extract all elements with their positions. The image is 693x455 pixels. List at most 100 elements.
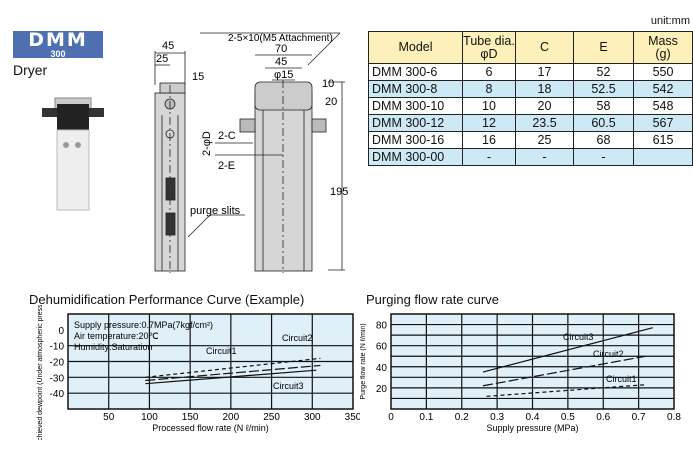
y-tick-label: -30 bbox=[50, 373, 65, 384]
x-tick-label: 50 bbox=[103, 412, 115, 423]
chart-annotation: Humidity:Saturation bbox=[74, 342, 153, 352]
table-cell: 567 bbox=[633, 114, 693, 132]
table-cell: 17 bbox=[515, 63, 574, 81]
table-cell: DMM 300-00 bbox=[368, 148, 463, 166]
series-label: Circuit3 bbox=[563, 332, 594, 342]
x-tick-label: 0.6 bbox=[596, 412, 610, 423]
x-tick-label: 200 bbox=[223, 412, 240, 423]
x-tick-label: 300 bbox=[304, 412, 321, 423]
x-axis-label: Processed flow rate (N ℓ/min) bbox=[152, 423, 268, 433]
table-cell: 60.5 bbox=[573, 114, 634, 132]
col-c: C bbox=[515, 31, 574, 64]
chart2-title: Purging flow rate curve bbox=[366, 292, 499, 307]
table-cell: - bbox=[515, 148, 574, 166]
y-tick-label: -20 bbox=[50, 358, 65, 369]
col-tube-dia: Tube dia. φD bbox=[462, 31, 516, 64]
series-label: Circuit2 bbox=[593, 349, 624, 359]
chart-annotation: Air temperature:20℃ bbox=[74, 331, 159, 341]
series-line bbox=[486, 384, 646, 397]
x-tick-label: 0.1 bbox=[419, 412, 433, 423]
x-tick-label: 350 bbox=[345, 412, 360, 423]
series-label: Circuit1 bbox=[606, 374, 637, 384]
table-cell: 52 bbox=[573, 63, 634, 81]
dim-e: 2-E bbox=[218, 160, 235, 172]
table-cell: - bbox=[462, 148, 516, 166]
table-cell: 68 bbox=[573, 131, 634, 149]
dim-10: 10 bbox=[322, 78, 334, 90]
table-cell: 23.5 bbox=[515, 114, 574, 132]
table-header-row: Model Tube dia. φD C E Mass (g) bbox=[368, 31, 693, 64]
y-axis-label: Purge flow rate (N ℓ/min) bbox=[360, 323, 367, 399]
y-tick-label: 80 bbox=[376, 321, 388, 332]
dim-front-inner: 45 bbox=[275, 56, 287, 68]
table-row: DMM 300-00- - - bbox=[368, 148, 693, 166]
table-cell: 18 bbox=[515, 80, 574, 98]
logo-sub: 300 bbox=[50, 49, 66, 59]
x-tick-label: 100 bbox=[141, 412, 158, 423]
table-cell: 550 bbox=[633, 63, 693, 81]
dewpoint-chart: 50 100 150 200 250 300 350 0 -10 -20 -30 -40 Circuit… bbox=[37, 305, 360, 440]
table-cell: 615 bbox=[633, 131, 693, 149]
y-tick-label: -10 bbox=[50, 342, 65, 353]
table-cell: DMM 300-16 bbox=[368, 131, 463, 149]
x-tick-label: 0.7 bbox=[632, 412, 646, 423]
x-tick-label: 0.8 bbox=[667, 412, 681, 423]
series-label: Circuit3 bbox=[273, 381, 304, 391]
product-photo bbox=[42, 97, 104, 211]
table-row: DMM 300-6 6 17 52 550 bbox=[368, 63, 693, 81]
x-tick-label: 0.3 bbox=[490, 412, 504, 423]
x-tick-label: 0.4 bbox=[526, 412, 540, 423]
dim-side-width: 45 bbox=[162, 40, 174, 52]
table-row: DMM 300-16 16 25 68 615 bbox=[368, 131, 693, 149]
table-row: DMM 300-8 8 18 52.5 542 bbox=[368, 80, 693, 98]
y-tick-label: 20 bbox=[376, 384, 388, 395]
product-name: Dryer bbox=[13, 62, 48, 78]
model-table: Model Tube dia. φD C E Mass (g) DMM 300-… bbox=[368, 31, 693, 166]
table-cell: 16 bbox=[462, 131, 516, 149]
table-cell: 12 bbox=[462, 114, 516, 132]
table-row: DMM 300-10 10 20 58 548 bbox=[368, 97, 693, 115]
series-label: Circuit2 bbox=[282, 333, 313, 343]
dim-side-height: 15 bbox=[192, 71, 204, 83]
purge-slits-label: purge slits bbox=[190, 205, 241, 217]
table-cell: DMM 300-12 bbox=[368, 114, 463, 132]
series-line bbox=[145, 364, 321, 382]
series-line bbox=[145, 357, 321, 378]
table-cell: 8 bbox=[462, 80, 516, 98]
chart1-title: Dehumidification Performance Curve (Exam… bbox=[29, 292, 305, 307]
col-mass: Mass (g) bbox=[633, 31, 693, 64]
dim-phi15: φ15 bbox=[274, 69, 293, 81]
y-tick-label: 60 bbox=[376, 342, 388, 353]
table-cell: 52.5 bbox=[573, 80, 634, 98]
dim-195: 195 bbox=[330, 186, 348, 198]
y-axis-label: Achieved dewpoint (Under atmospheric pre… bbox=[37, 305, 44, 440]
unit-label: unit:mm bbox=[650, 15, 690, 27]
table-cell: 548 bbox=[633, 97, 693, 115]
table-cell: 10 bbox=[462, 97, 516, 115]
x-tick-label: 0.2 bbox=[455, 412, 469, 423]
col-e: E bbox=[573, 31, 634, 64]
table-cell: 25 bbox=[515, 131, 574, 149]
y-tick-label: 0 bbox=[58, 326, 64, 337]
dim-side-offset: 25 bbox=[156, 53, 168, 65]
attachment-label: 2-5×10(M5 Attachment) bbox=[228, 33, 333, 44]
table-cell: 6 bbox=[462, 63, 516, 81]
table-cell: 542 bbox=[633, 80, 693, 98]
series-line bbox=[482, 327, 653, 373]
table-cell: - bbox=[573, 148, 634, 166]
y-tick-label: 40 bbox=[376, 363, 388, 374]
series-line bbox=[482, 355, 646, 387]
chart-annotation: Supply pressure:0.7MPa(7kgf/cm²) bbox=[74, 320, 213, 330]
dim-tube-dia: 2-φD bbox=[201, 131, 213, 156]
series-line bbox=[145, 369, 317, 385]
purge-chart: 0 0.1 0.2 0.3 0.4 0.5 0.6 0.7 0.8 20 40 60 80 Circuit… bbox=[360, 313, 681, 433]
table-cell: DMM 300-10 bbox=[368, 97, 463, 115]
table-cell: DMM 300-6 bbox=[368, 63, 463, 81]
series-label: Circuit1 bbox=[206, 346, 237, 356]
col-model: Model bbox=[368, 31, 463, 64]
table-cell bbox=[633, 148, 693, 166]
logo-main: DMM bbox=[28, 29, 88, 51]
table-row: DMM 300-12 12 23.5 60.5 567 bbox=[368, 114, 693, 132]
table-cell: DMM 300-8 bbox=[368, 80, 463, 98]
dim-front-width: 70 bbox=[275, 43, 287, 55]
